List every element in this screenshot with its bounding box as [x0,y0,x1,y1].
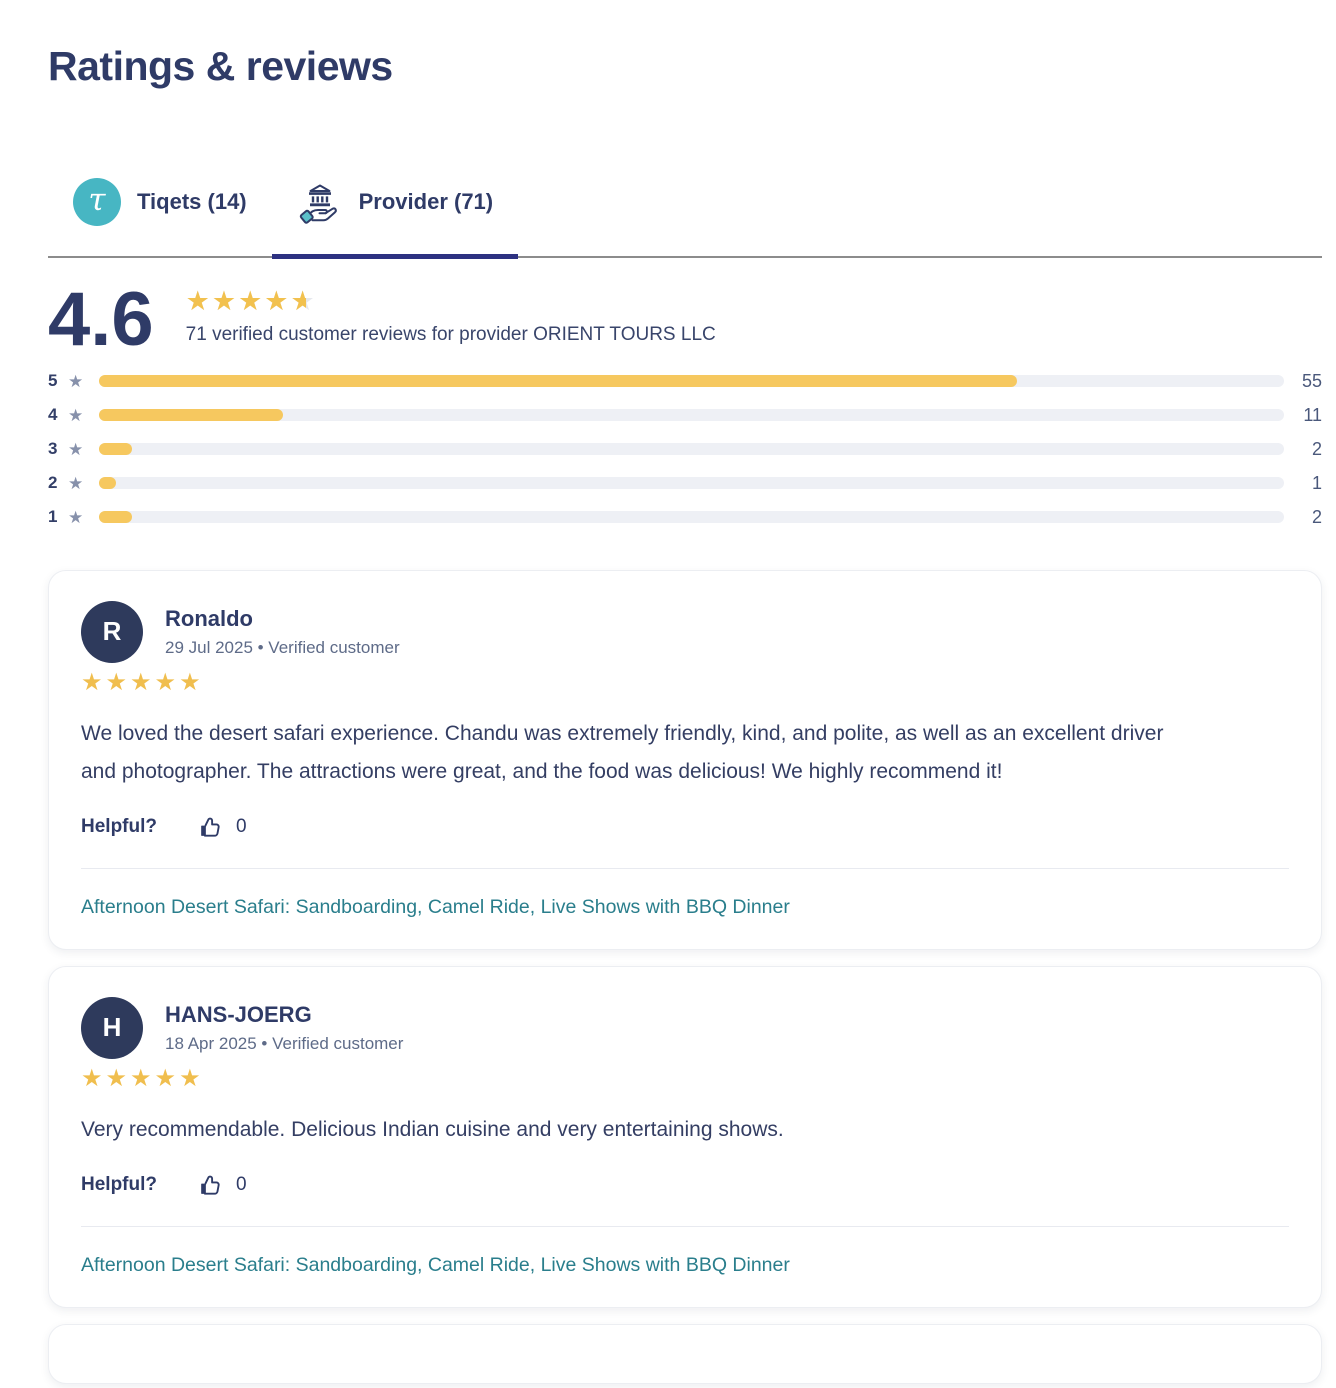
rating-bar-fill [99,409,283,422]
rating-count: 55 [1301,370,1322,391]
card-divider [81,1225,1289,1227]
rating-bar-row-4: 4 ★ 11 [48,405,1322,426]
thumbs-up-icon [197,815,222,840]
rating-summary: 4.6 ★★★★★ ★★★★★ 71 verified customer rev… [48,277,1322,362]
review-star-rating: ★★★★★ [81,1064,204,1092]
thumbs-up-button[interactable]: 0 [197,1173,247,1198]
helpful-label: Helpful? [81,816,157,838]
thumbs-up-icon [197,1173,222,1198]
rating-bar-track [99,409,1284,422]
rating-bar-fill [99,511,133,524]
star-icon: ★ [68,439,84,459]
tab-tiqets-label: Tiqets (14) [137,189,247,214]
star-level-label: 4 [48,405,58,425]
star-level-label: 5 [48,371,58,391]
review-date-verified: 18 Apr 2025 • Verified customer [165,1033,404,1053]
rating-count: 1 [1311,472,1322,493]
page-title: Ratings & reviews [48,43,393,89]
helpful-count: 0 [236,816,247,838]
product-link[interactable]: Afternoon Desert Safari: Sandboarding, C… [81,1253,790,1276]
rating-bar-row-2: 2 ★ 1 [48,473,1322,494]
rating-bar-fill [99,443,133,456]
rating-distribution: 5 ★ 55 4 ★ 11 3 ★ 2 2 ★ 1 1 ★ 2 [48,371,1322,528]
rating-count: 2 [1311,438,1322,459]
reviewer-name: HANS-JOERG [165,1001,312,1027]
rating-count: 2 [1311,506,1322,527]
rating-bar-fill [99,477,116,490]
stars-fill: ★★★★★ [185,288,307,315]
tiqets-logo-icon: τ [73,178,121,226]
review-card-partial [48,1323,1322,1384]
card-divider [81,867,1289,869]
star-level-label: 1 [48,507,58,527]
helpful-row: Helpful? 0 [81,815,1289,840]
rating-count: 11 [1303,404,1322,425]
helpful-label: Helpful? [81,1174,157,1196]
thumbs-up-button[interactable]: 0 [197,815,247,840]
review-header: R Ronaldo 29 Jul 2025 • Verified custome… [81,600,1289,663]
rating-bar-track [99,375,1284,388]
rating-bar-fill [99,375,1017,388]
review-date-verified: 29 Jul 2025 • Verified customer [165,637,400,657]
tab-provider-label: Provider (71) [358,189,494,214]
product-link[interactable]: Afternoon Desert Safari: Sandboarding, C… [81,895,790,918]
rating-bar-track [99,477,1284,490]
review-text: We loved the desert safari experience. C… [81,721,1164,783]
active-tab-indicator [271,254,519,259]
avatar: H [81,996,143,1059]
average-stars: ★★★★★ ★★★★★ [186,288,317,315]
review-header: H HANS-JOERG 18 Apr 2025 • Verified cust… [81,996,1289,1059]
tab-tiqets[interactable]: τ Tiqets (14) [48,178,272,256]
avatar: R [81,600,143,663]
star-icon: ★ [68,473,84,493]
rating-bar-row-3: 3 ★ 2 [48,439,1322,460]
rating-bar-track [99,443,1284,456]
star-level-label: 3 [48,439,58,459]
review-source-tabs: τ Tiqets (14) Provider (71) [48,178,1322,259]
review-count-caption: 71 verified customer reviews for provide… [185,324,716,345]
provider-hand-building-icon [297,179,343,225]
tab-provider[interactable]: Provider (71) [271,178,519,259]
star-icon: ★ [68,507,84,527]
reviewer-name: Ronaldo [165,605,253,631]
helpful-row: Helpful? 0 [81,1173,1289,1198]
star-icon: ★ [68,405,84,425]
review-card: R Ronaldo 29 Jul 2025 • Verified custome… [48,569,1322,950]
average-score: 4.6 [48,277,154,362]
helpful-count: 0 [236,1174,247,1196]
rating-bar-row-1: 1 ★ 2 [48,507,1322,528]
rating-bar-track [99,511,1284,524]
review-card: H HANS-JOERG 18 Apr 2025 • Verified cust… [48,965,1322,1308]
review-star-rating: ★★★★★ [81,668,204,696]
rating-bar-row-5: 5 ★ 55 [48,371,1322,392]
stars-background: ★★★★★ [185,286,317,316]
review-text: Very recommendable. Delicious Indian cui… [81,1117,784,1141]
star-level-label: 2 [48,473,58,493]
star-icon: ★ [68,371,84,391]
